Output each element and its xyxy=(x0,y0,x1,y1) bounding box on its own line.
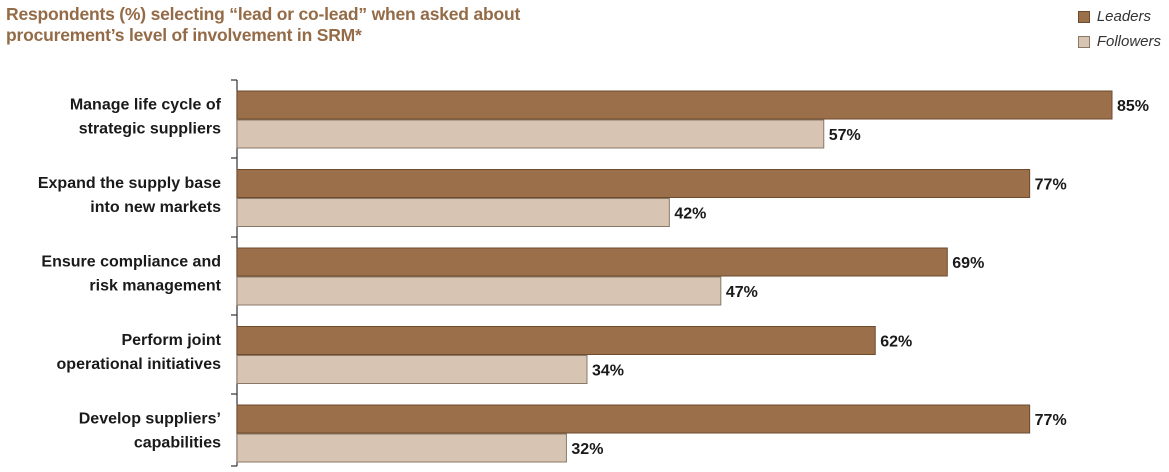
legend-label-followers: Followers xyxy=(1096,33,1161,50)
chart-title-line-2: procurement’s level of involvement in SR… xyxy=(6,25,362,45)
legend-label-leaders: Leaders xyxy=(1096,8,1152,25)
bar-followers-4 xyxy=(236,433,567,463)
chart-title: Respondents (%) selecting “lead or co-le… xyxy=(6,4,766,46)
bar-followers-1 xyxy=(236,198,670,227)
data-label-followers-0: 57% xyxy=(829,127,861,144)
data-label-leaders-2: 69% xyxy=(952,255,984,272)
data-label-leaders-0: 85% xyxy=(1117,98,1149,115)
legend: Leaders Followers xyxy=(1077,4,1161,54)
legend-swatch-leaders xyxy=(1077,10,1090,23)
category-label-1-line-1: Expand the supply base xyxy=(38,175,221,192)
bar-leaders-1 xyxy=(236,169,1031,198)
data-label-followers-1: 42% xyxy=(674,206,706,223)
bar-leaders-0 xyxy=(236,90,1113,120)
data-label-followers-3: 34% xyxy=(592,363,624,380)
category-label-0-line-1: Manage life cycle of xyxy=(70,97,222,114)
legend-item-leaders: Leaders xyxy=(1077,4,1161,29)
legend-swatch-followers xyxy=(1077,35,1090,48)
bar-followers-3 xyxy=(236,355,588,384)
data-label-followers-4: 32% xyxy=(571,441,603,458)
bar-followers-2 xyxy=(236,276,722,306)
legend-item-followers: Followers xyxy=(1077,29,1161,54)
data-label-leaders-1: 77% xyxy=(1035,177,1067,194)
data-label-leaders-4: 77% xyxy=(1035,412,1067,429)
category-label-0-line-2: strategic suppliers xyxy=(79,121,221,138)
category-label-3-line-1: Perform joint xyxy=(121,332,221,349)
bar-leaders-4 xyxy=(236,404,1031,434)
category-label-3-line-2: operational initiatives xyxy=(57,356,222,373)
bar-followers-0 xyxy=(236,119,825,149)
bar-leaders-2 xyxy=(236,247,948,277)
category-label-2-line-2: risk management xyxy=(89,278,221,295)
category-label-1-line-2: into new markets xyxy=(90,199,221,216)
category-label-4-line-1: Develop suppliers’ xyxy=(79,411,221,428)
category-label-4-line-2: capabilities xyxy=(134,435,221,452)
category-label-2-line-1: Ensure compliance and xyxy=(41,254,221,271)
data-label-followers-2: 47% xyxy=(726,284,758,301)
bar-leaders-3 xyxy=(236,326,876,355)
chart-title-line-1: Respondents (%) selecting “lead or co-le… xyxy=(6,4,521,24)
data-label-leaders-3: 62% xyxy=(880,334,912,351)
